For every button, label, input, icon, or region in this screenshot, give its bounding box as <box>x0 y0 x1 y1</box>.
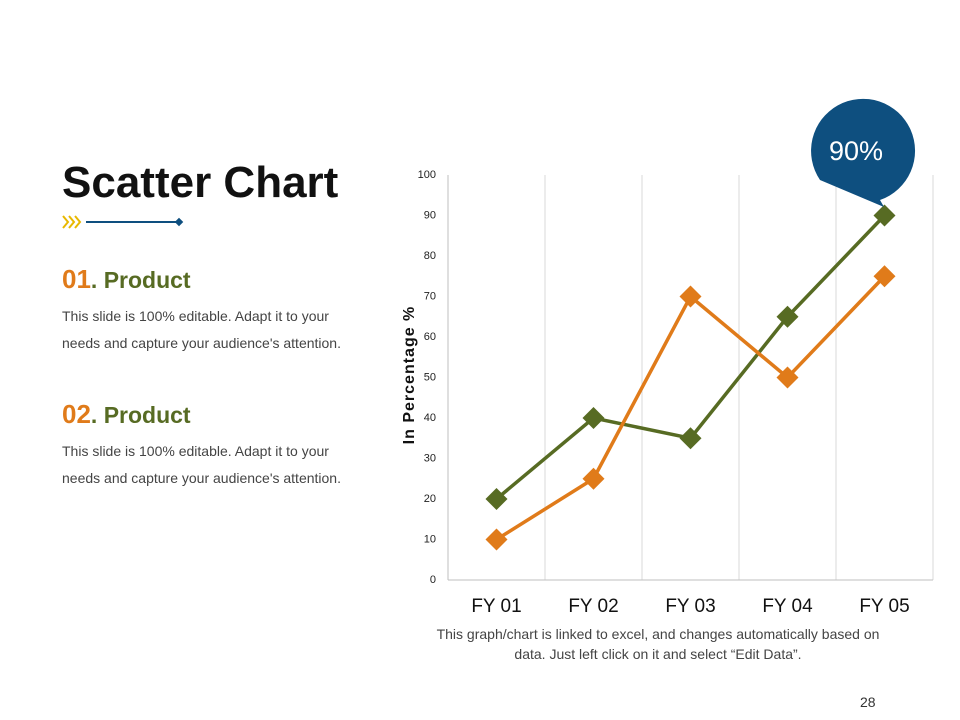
marker <box>485 528 508 551</box>
y-tick-label: 80 <box>424 250 436 262</box>
item-label: . Product <box>90 402 191 428</box>
y-tick-label: 10 <box>424 533 436 545</box>
x-tick-label: FY 02 <box>568 596 618 617</box>
slide-title: Scatter Chart <box>62 158 339 207</box>
title-decoration <box>62 215 82 229</box>
y-axis-label: In Percentage % <box>401 306 418 445</box>
marker <box>776 305 799 328</box>
marker <box>582 407 605 429</box>
x-tick-label: FY 01 <box>471 596 521 617</box>
item-number: 02 <box>62 399 91 429</box>
rule-end <box>174 217 184 227</box>
page-number: 28 <box>860 694 876 710</box>
marker <box>873 204 896 227</box>
y-tick-label: 70 <box>424 290 436 302</box>
item: 02. Product This slide is 100% editable.… <box>62 399 354 492</box>
y-tick-label: 100 <box>418 169 436 181</box>
y-tick-label: 0 <box>430 574 436 586</box>
item-label: . Product <box>90 267 191 293</box>
y-tick-label: 50 <box>424 371 436 383</box>
item: 01. Product This slide is 100% editable.… <box>62 264 354 357</box>
series-line <box>495 275 886 541</box>
marker <box>679 427 702 450</box>
y-tick-label: 30 <box>424 452 436 464</box>
marker <box>873 265 896 288</box>
callout <box>811 98 916 207</box>
series-line <box>495 214 886 501</box>
marker <box>776 366 799 389</box>
item-number: 01 <box>62 264 91 294</box>
y-tick-label: 90 <box>424 209 436 221</box>
item-text: This slide is 100% editable. Adapt it to… <box>62 443 341 486</box>
x-tick-label: FY 05 <box>859 596 909 617</box>
callout-text: 90% <box>829 136 883 166</box>
y-tick-label: 40 <box>424 412 436 424</box>
footnote: This graph/chart is linked to excel, and… <box>436 626 880 662</box>
x-tick-label: FY 03 <box>665 596 715 617</box>
item-text: This slide is 100% editable. Adapt it to… <box>62 308 341 351</box>
marker <box>582 467 605 490</box>
x-tick-label: FY 04 <box>762 596 813 617</box>
marker <box>485 488 508 510</box>
y-tick-label: 20 <box>424 493 436 505</box>
marker <box>679 285 702 308</box>
y-tick-label: 60 <box>424 331 436 343</box>
